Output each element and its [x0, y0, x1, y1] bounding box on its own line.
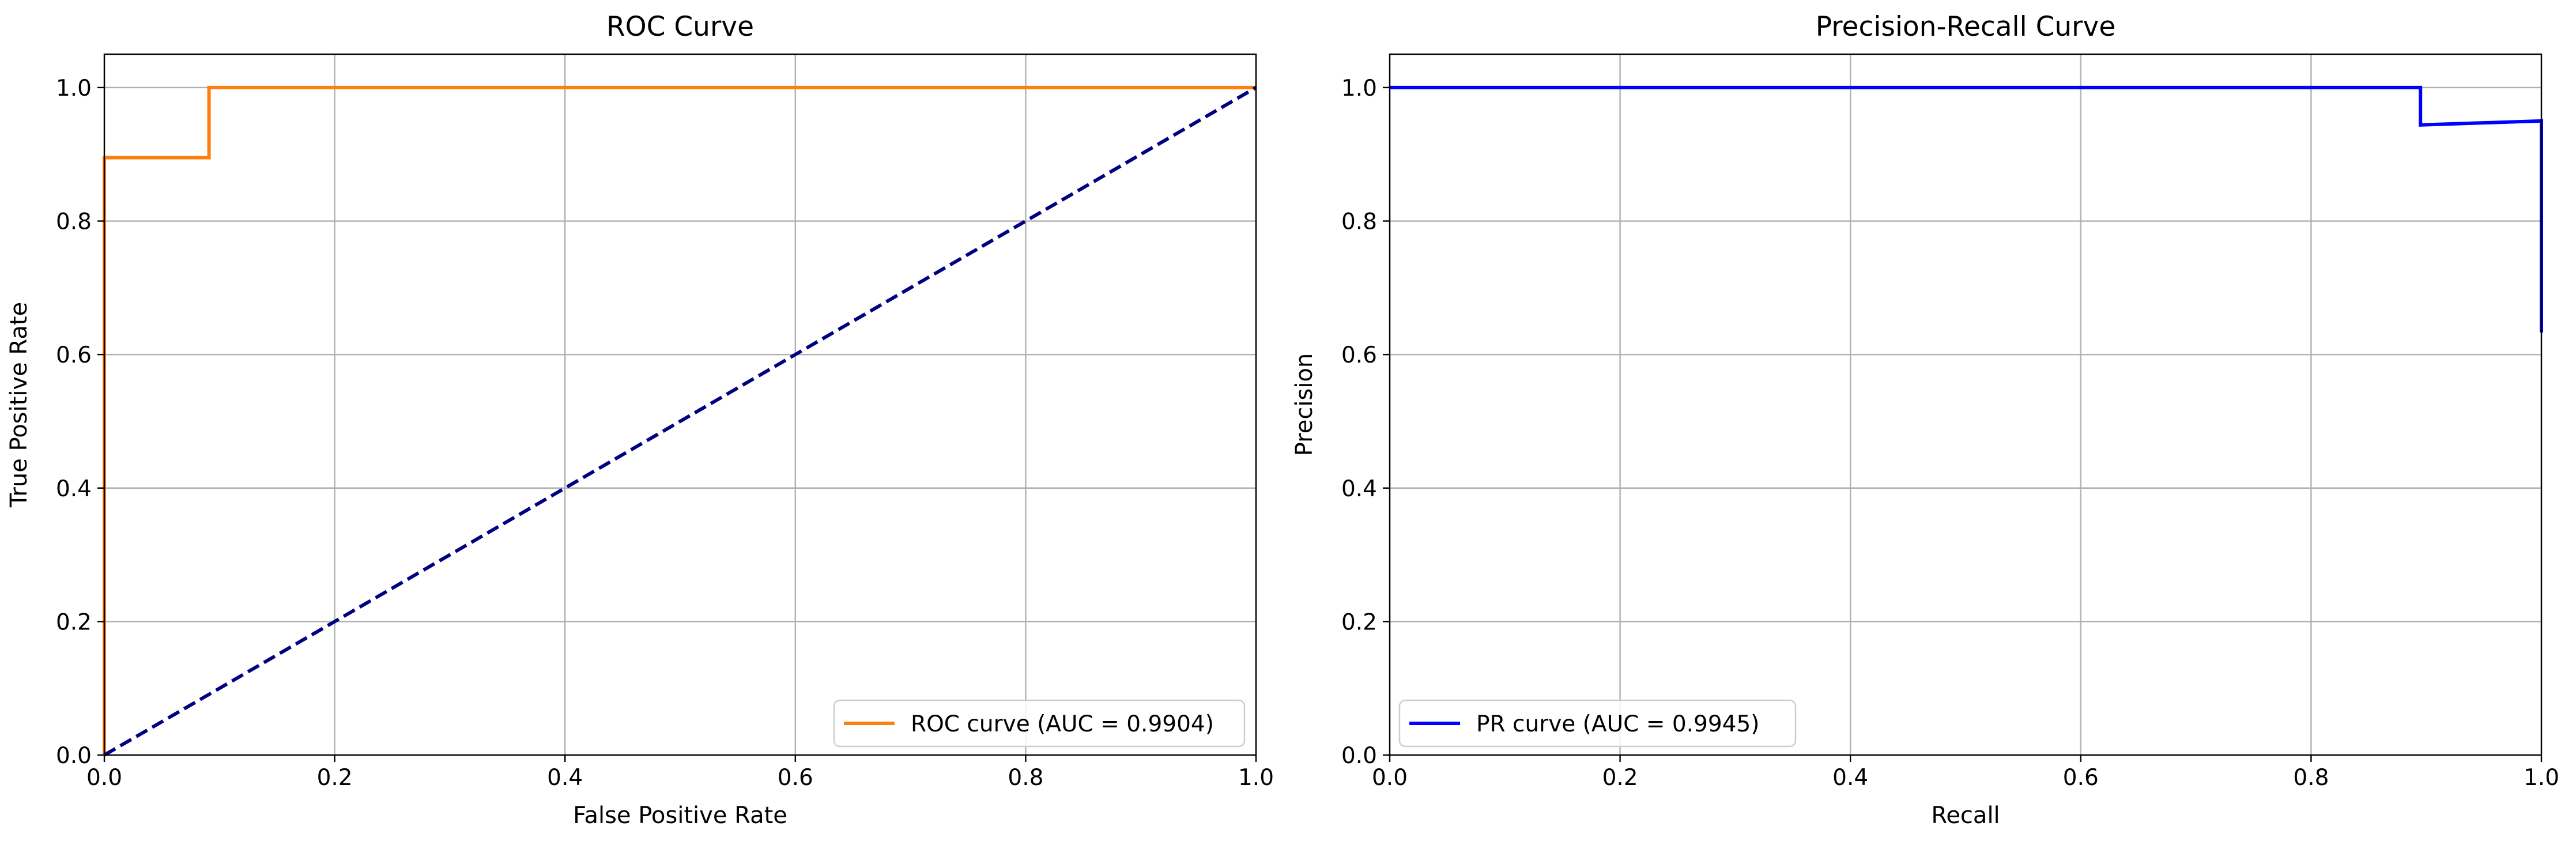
- y-tick-label: 0.0: [1341, 743, 1377, 769]
- chart-title: ROC Curve: [606, 11, 754, 43]
- y-tick-label: 0.8: [56, 209, 92, 235]
- y-tick-label: 0.4: [56, 476, 92, 502]
- y-tick-label: 1.0: [1341, 76, 1377, 101]
- x-tick-label: 0.6: [778, 765, 813, 791]
- y-tick-label: 0.8: [1341, 209, 1377, 235]
- legend: ROC curve (AUC = 0.9904): [833, 699, 1246, 748]
- x-tick-label: 0.4: [547, 765, 583, 791]
- y-tick-label: 0.4: [1341, 476, 1377, 502]
- x-axis-label: False Positive Rate: [573, 802, 787, 829]
- x-tick-label: 1.0: [1238, 765, 1274, 791]
- x-tick-label: 0.8: [2293, 765, 2329, 791]
- y-tick-label: 0.0: [56, 743, 92, 769]
- x-tick-label: 1.0: [2524, 765, 2559, 791]
- y-tick-label: 0.6: [1341, 342, 1377, 368]
- x-tick-label: 0.0: [1372, 765, 1408, 791]
- series-line: [1390, 85, 2543, 333]
- legend-label: ROC curve (AUC = 0.9904): [911, 711, 1214, 737]
- axes-frame: [1389, 53, 2543, 756]
- x-tick-label: 0.4: [1832, 765, 1868, 791]
- legend: PR curve (AUC = 0.9945): [1398, 699, 1797, 748]
- x-tick-label: 0.2: [1602, 765, 1638, 791]
- legend-box: [1398, 699, 1797, 748]
- x-tick-label: 0.2: [317, 765, 353, 791]
- diagonal-reference-line: [103, 86, 1257, 757]
- x-tick-label: 0.6: [2063, 765, 2099, 791]
- y-axis-label: Precision: [1291, 353, 1318, 456]
- x-tick-label: 0.0: [86, 765, 122, 791]
- legend-box: [833, 699, 1246, 748]
- chart-2: 0.0 0.2 0.4 0.6 0.8 1.0 0.0 0.2 0.4 0.6 0.8 1.0 Prec…: [1291, 11, 2559, 829]
- axes-frame: [103, 53, 1257, 756]
- y-tick-label: 0.2: [1341, 609, 1377, 635]
- chart-title: Precision-Recall Curve: [1816, 11, 2116, 43]
- x-axis-label: Recall: [1931, 802, 2000, 829]
- legend-label: PR curve (AUC = 0.9945): [1476, 711, 1760, 737]
- y-tick-label: 0.6: [56, 342, 92, 368]
- y-tick-label: 0.2: [56, 609, 92, 635]
- y-tick-label: 1.0: [56, 76, 92, 101]
- chart-1: 0.0 0.2 0.4 0.6 0.8 1.0 0.0 0.2 0.4 0.6 0.8 1.0 ROC …: [6, 11, 1274, 829]
- y-axis-label: True Positive Rate: [6, 302, 32, 508]
- x-tick-label: 0.8: [1008, 765, 1043, 791]
